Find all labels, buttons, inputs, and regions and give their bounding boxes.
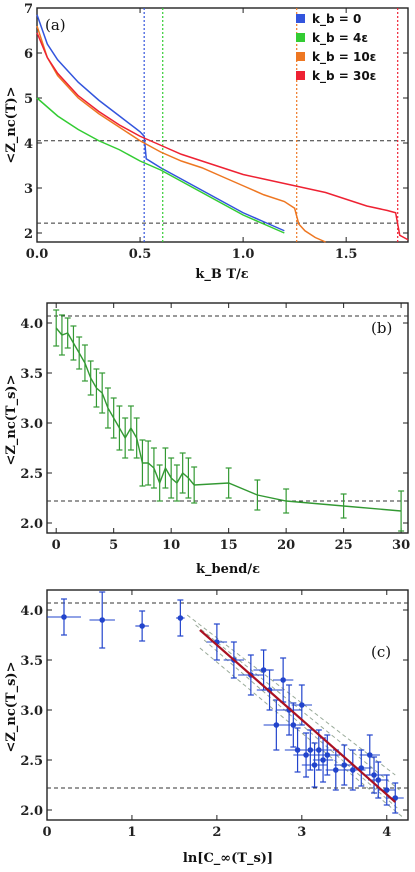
y-tick-label: 5 — [24, 92, 33, 107]
legend-swatch — [296, 14, 305, 23]
panel-label-b: (b) — [371, 319, 392, 337]
data-point — [273, 722, 280, 728]
y-axis-label-c: <Z_nc(T_s)> — [4, 662, 19, 753]
legend-entry: k_b = 4ε — [312, 31, 368, 46]
data-point — [349, 767, 356, 773]
x-tick-label: 25 — [335, 538, 353, 553]
x-tick-label: 0.0 — [26, 247, 49, 262]
x-tick-label: 30 — [392, 538, 410, 553]
confidence-band-line — [195, 624, 400, 791]
x-tick-label: 4 — [382, 825, 391, 840]
x-tick-label: 1.0 — [232, 247, 255, 262]
y-tick-label: 7 — [24, 2, 33, 17]
plot-frame-a — [36, 7, 409, 243]
legend-entry: k_b = 0 — [312, 12, 361, 27]
data-point — [324, 752, 331, 758]
series-line-a-2 — [36, 25, 326, 243]
x-tick-label: 1 — [127, 825, 136, 840]
x-tick-label: 2 — [212, 825, 221, 840]
x-tick-label: 15 — [220, 538, 238, 553]
y-tick-label: 2.0 — [20, 804, 43, 819]
data-point — [280, 677, 286, 683]
series-line-b-0 — [55, 327, 402, 512]
y-axis-label-a: <Z_nc(T)> — [4, 86, 19, 163]
y-axis-label-b: <Z_nc(T_s)> — [4, 375, 19, 466]
data-point — [294, 747, 301, 753]
data-point — [375, 777, 382, 783]
data-point — [341, 762, 348, 768]
y-tick-label: 3.0 — [20, 417, 43, 432]
y-tick-label: 3.0 — [20, 704, 43, 719]
data-point — [366, 752, 373, 758]
data-point — [139, 623, 145, 629]
x-tick-label: 0 — [42, 825, 51, 840]
chart-panel-c: 0 1 2 3 4 2.0 2.5 3.0 3.5 4.0 (c) ln[C_∞(T_s)] <Z… — [4, 589, 409, 866]
x-tick-label: 0.5 — [129, 247, 152, 262]
y-tick-label: 4 — [24, 137, 33, 152]
y-tick-label: 4.0 — [20, 317, 43, 332]
y-tick-label: 2.5 — [20, 467, 43, 482]
legend-swatch — [296, 71, 305, 80]
x-tick-label: 1.5 — [335, 247, 358, 262]
confidence-band-line — [186, 614, 396, 776]
linear-fit-line — [199, 629, 396, 803]
y-tick-label: 2 — [24, 227, 33, 242]
data-point — [333, 767, 339, 773]
x-tick-label: 3 — [297, 825, 306, 840]
data-point — [311, 762, 318, 768]
legend-swatch — [296, 52, 305, 61]
series-line-a-1 — [36, 97, 285, 234]
y-tick-label: 2.0 — [20, 517, 43, 532]
data-point — [177, 615, 184, 621]
y-tick-label: 2.5 — [20, 754, 43, 769]
x-axis-label-a: k_B T/ε — [195, 267, 248, 282]
x-axis-label-c: ln[C_∞(T_s)] — [183, 851, 273, 866]
data-point — [299, 702, 305, 708]
data-point — [307, 747, 314, 753]
data-point — [61, 614, 67, 620]
plot-frame-c — [46, 589, 409, 821]
x-tick-label: 5 — [109, 538, 118, 553]
y-tick-label: 4.0 — [20, 604, 43, 619]
panel-label-a: (a) — [45, 16, 66, 34]
plot-frame-b — [46, 302, 409, 534]
legend-entry: k_b = 10ε — [312, 50, 376, 65]
panel-label-c: (c) — [371, 643, 391, 661]
chart-panel-b: 0 5 10 15 20 25 30 2.0 2.5 3.0 3.5 4.0 (b) k_bend/ε… — [4, 302, 410, 577]
data-point — [290, 722, 297, 728]
x-tick-label: 10 — [162, 538, 180, 553]
chart-panel-a: 0.0 0.5 1.0 1.5 2 3 4 5 6 7 k_b = 0 k_b = 4ε k_b = 1… — [4, 2, 409, 282]
y-tick-label: 6 — [24, 47, 33, 62]
data-point — [99, 617, 106, 623]
x-tick-label: 0 — [52, 538, 61, 553]
data-point — [371, 772, 377, 778]
x-axis-label-b: k_bend/ε — [196, 562, 260, 577]
data-point — [260, 667, 267, 673]
series-line-a-0 — [36, 14, 285, 232]
series-line-a-3 — [36, 32, 409, 241]
y-tick-label: 3.5 — [20, 654, 43, 669]
y-tick-label: 3.5 — [20, 367, 43, 382]
legend-entry: k_b = 30ε — [312, 69, 376, 84]
data-point — [383, 787, 390, 793]
data-point — [303, 752, 309, 758]
legend-swatch — [296, 33, 305, 42]
data-point — [316, 747, 322, 753]
data-point — [320, 757, 326, 763]
y-tick-label: 3 — [24, 182, 33, 197]
x-tick-label: 20 — [277, 538, 295, 553]
